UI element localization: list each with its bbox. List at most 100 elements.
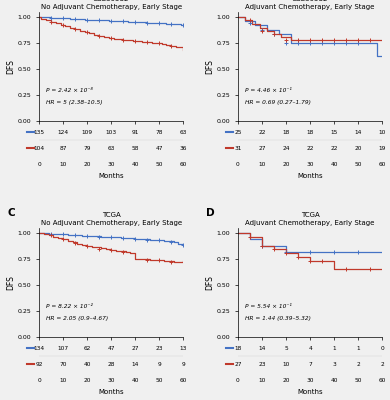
Text: D: D bbox=[206, 208, 215, 218]
Text: 47: 47 bbox=[107, 346, 115, 351]
Text: 9: 9 bbox=[181, 362, 185, 367]
Text: HR = 1.44 (0.39–5.32): HR = 1.44 (0.39–5.32) bbox=[245, 316, 311, 321]
Text: 103: 103 bbox=[106, 130, 117, 135]
Text: 14: 14 bbox=[258, 346, 266, 351]
Text: 78: 78 bbox=[156, 130, 163, 135]
Text: 87: 87 bbox=[59, 146, 67, 151]
Y-axis label: DFS: DFS bbox=[7, 275, 16, 290]
Title: GSE39582
No Adjuvant Chemotherapy, Early Stage: GSE39582 No Adjuvant Chemotherapy, Early… bbox=[41, 0, 182, 10]
Text: 40: 40 bbox=[131, 162, 139, 166]
Text: 134: 134 bbox=[34, 346, 44, 351]
Text: 0: 0 bbox=[236, 162, 240, 166]
Text: 10: 10 bbox=[258, 162, 266, 166]
Text: 91: 91 bbox=[131, 130, 139, 135]
Text: 40: 40 bbox=[83, 362, 91, 367]
Text: 60: 60 bbox=[379, 378, 386, 382]
Text: 40: 40 bbox=[131, 378, 139, 382]
Text: C: C bbox=[7, 208, 15, 218]
Text: 20: 20 bbox=[282, 378, 290, 382]
Text: 36: 36 bbox=[179, 146, 187, 151]
Text: Months: Months bbox=[98, 173, 124, 179]
Text: 60: 60 bbox=[379, 162, 386, 166]
Text: 18: 18 bbox=[307, 130, 314, 135]
Title: TCGA
No Adjuvant Chemotherapy, Early Stage: TCGA No Adjuvant Chemotherapy, Early Sta… bbox=[41, 212, 182, 226]
Text: 1: 1 bbox=[332, 346, 336, 351]
Text: 63: 63 bbox=[107, 146, 115, 151]
Text: 0: 0 bbox=[380, 346, 384, 351]
Text: 2: 2 bbox=[380, 362, 384, 367]
Text: 14: 14 bbox=[355, 130, 362, 135]
Text: 50: 50 bbox=[355, 162, 362, 166]
Text: 1: 1 bbox=[356, 346, 360, 351]
Text: 30: 30 bbox=[107, 162, 115, 166]
Text: 0: 0 bbox=[37, 378, 41, 382]
Text: 60: 60 bbox=[179, 162, 187, 166]
Text: 50: 50 bbox=[156, 162, 163, 166]
Text: 107: 107 bbox=[57, 346, 69, 351]
Y-axis label: DFS: DFS bbox=[206, 59, 214, 74]
Text: 20: 20 bbox=[83, 162, 91, 166]
Text: B: B bbox=[206, 0, 214, 2]
Title: TCGA
Adjuvant Chemotherapy, Early Stage: TCGA Adjuvant Chemotherapy, Early Stage bbox=[245, 212, 375, 226]
Text: 9: 9 bbox=[157, 362, 161, 367]
Text: 92: 92 bbox=[35, 362, 43, 367]
Text: 22: 22 bbox=[307, 146, 314, 151]
Text: 22: 22 bbox=[258, 130, 266, 135]
Text: 40: 40 bbox=[330, 162, 338, 166]
Text: 10: 10 bbox=[379, 130, 386, 135]
Text: P = 2.42 × 10⁻⁸: P = 2.42 × 10⁻⁸ bbox=[46, 88, 93, 93]
Text: A: A bbox=[7, 0, 15, 2]
Text: 14: 14 bbox=[131, 362, 139, 367]
Text: HR = 2.05 (0.9–4.67): HR = 2.05 (0.9–4.67) bbox=[46, 316, 108, 321]
Text: 62: 62 bbox=[83, 346, 91, 351]
Text: 13: 13 bbox=[179, 346, 187, 351]
Text: 104: 104 bbox=[34, 146, 44, 151]
Text: 109: 109 bbox=[82, 130, 93, 135]
Text: 60: 60 bbox=[179, 378, 187, 382]
Text: 27: 27 bbox=[258, 146, 266, 151]
Text: 31: 31 bbox=[234, 146, 242, 151]
Text: 70: 70 bbox=[59, 362, 67, 367]
Text: 22: 22 bbox=[330, 146, 338, 151]
Text: 10: 10 bbox=[59, 378, 67, 382]
Text: 28: 28 bbox=[107, 362, 115, 367]
Text: 20: 20 bbox=[83, 378, 91, 382]
Title: GSE39582
Adjuvant Chemotherapy, Early Stage: GSE39582 Adjuvant Chemotherapy, Early St… bbox=[245, 0, 375, 10]
Text: 2: 2 bbox=[356, 362, 360, 367]
Text: 10: 10 bbox=[59, 162, 67, 166]
Text: 23: 23 bbox=[156, 346, 163, 351]
Text: Months: Months bbox=[98, 389, 124, 395]
Text: HR = 5 (2.38–10.5): HR = 5 (2.38–10.5) bbox=[46, 100, 103, 105]
Text: 10: 10 bbox=[282, 362, 290, 367]
Text: 20: 20 bbox=[355, 146, 362, 151]
Text: 20: 20 bbox=[282, 162, 290, 166]
Text: 50: 50 bbox=[355, 378, 362, 382]
Text: 30: 30 bbox=[307, 378, 314, 382]
Text: 15: 15 bbox=[330, 130, 338, 135]
Text: 4: 4 bbox=[308, 346, 312, 351]
Text: 27: 27 bbox=[234, 362, 242, 367]
Text: 23: 23 bbox=[258, 362, 266, 367]
Text: 135: 135 bbox=[34, 130, 44, 135]
Text: 30: 30 bbox=[107, 378, 115, 382]
Text: 10: 10 bbox=[258, 378, 266, 382]
Text: 30: 30 bbox=[307, 162, 314, 166]
Text: P = 5.54 × 10⁻¹: P = 5.54 × 10⁻¹ bbox=[245, 304, 292, 309]
Text: 18: 18 bbox=[234, 346, 242, 351]
Text: 0: 0 bbox=[236, 378, 240, 382]
Text: 3: 3 bbox=[332, 362, 336, 367]
Text: P = 8.22 × 10⁻²: P = 8.22 × 10⁻² bbox=[46, 304, 93, 309]
Text: 124: 124 bbox=[57, 130, 69, 135]
Text: 24: 24 bbox=[282, 146, 290, 151]
Text: 50: 50 bbox=[156, 378, 163, 382]
Y-axis label: DFS: DFS bbox=[206, 275, 214, 290]
Text: 47: 47 bbox=[156, 146, 163, 151]
Text: 79: 79 bbox=[83, 146, 91, 151]
Text: 25: 25 bbox=[234, 130, 242, 135]
Text: 27: 27 bbox=[131, 346, 139, 351]
Text: P = 4.46 × 10⁻¹: P = 4.46 × 10⁻¹ bbox=[245, 88, 292, 93]
Y-axis label: DFS: DFS bbox=[7, 59, 16, 74]
Text: Months: Months bbox=[297, 389, 323, 395]
Text: 58: 58 bbox=[131, 146, 139, 151]
Text: 0: 0 bbox=[37, 162, 41, 166]
